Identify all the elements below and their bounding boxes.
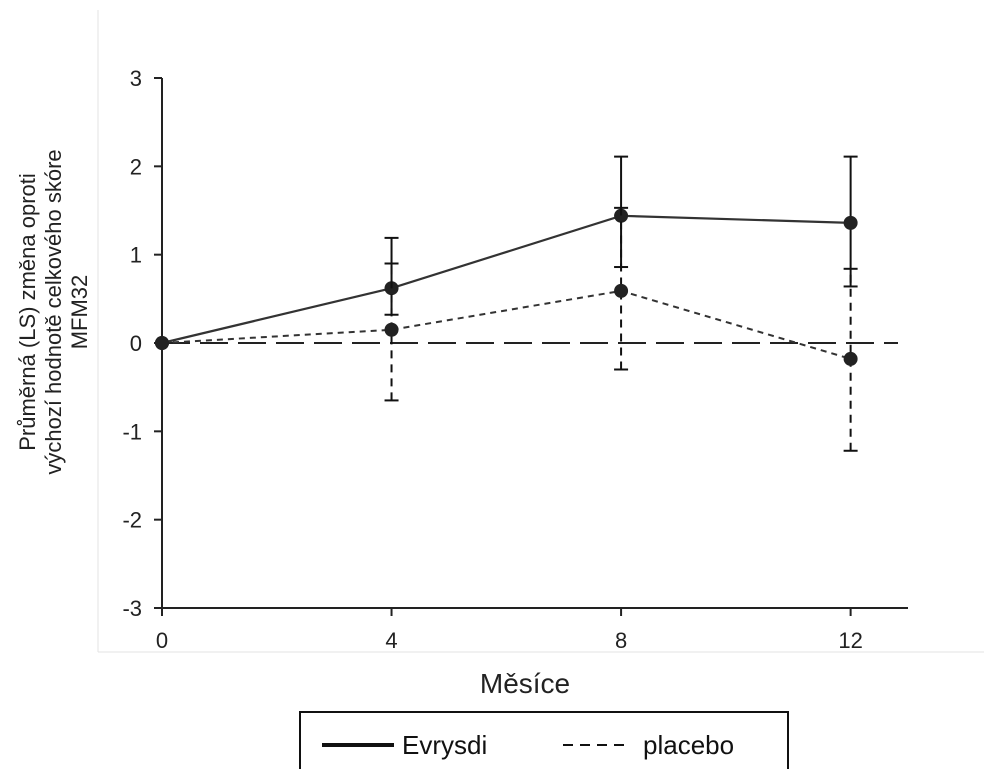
y-axis-ticks: 3 2 1 0 -1 -2 -3	[122, 66, 162, 621]
x-axis-title: Měsíce	[480, 668, 570, 699]
y-tick-label-4: -1	[122, 419, 142, 444]
data-point-placebo-1	[384, 322, 399, 337]
series-line-evrysdi	[161, 214, 851, 345]
x-tick-label-2: 8	[615, 628, 627, 653]
y-tick-label-5: -2	[122, 508, 142, 533]
y-axis-title-line-2: výchozí hodnotě celkového skóre	[41, 149, 66, 474]
x-axis-ticks: 0 4 8 12	[156, 608, 863, 653]
y-axis-title-line-3: MFM32	[67, 275, 92, 350]
y-axis-title-line-1: Průměrná (LS) změna oproti	[15, 173, 40, 451]
series-evrysdi	[155, 155, 858, 350]
legend: Evrysdi placebo	[299, 711, 789, 769]
series-line-placebo	[161, 289, 851, 360]
x-tick-label-1: 4	[385, 628, 397, 653]
series-layer	[155, 155, 858, 452]
series-placebo	[155, 206, 858, 452]
legend-label-evrysdi: Evrysdi	[402, 730, 487, 760]
legend-label-placebo: placebo	[643, 730, 734, 760]
y-tick-label-2: 1	[130, 243, 142, 268]
legend-box	[299, 711, 789, 769]
y-tick-label-6: -3	[122, 596, 142, 621]
data-point-placebo-3	[843, 351, 858, 366]
y-tick-label-1: 2	[130, 154, 142, 179]
y-axis-title: Průměrná (LS) změna oproti výchozí hodno…	[15, 149, 92, 474]
data-point-evrysdi-2	[614, 208, 629, 223]
y-tick-label-3: 0	[130, 331, 142, 356]
data-point-placebo-2	[614, 283, 629, 298]
data-point-evrysdi-3	[843, 215, 858, 230]
x-tick-label-3: 12	[838, 628, 862, 653]
data-point-placebo-0	[155, 336, 169, 350]
y-tick-label-0: 3	[130, 66, 142, 91]
x-tick-label-0: 0	[156, 628, 168, 653]
